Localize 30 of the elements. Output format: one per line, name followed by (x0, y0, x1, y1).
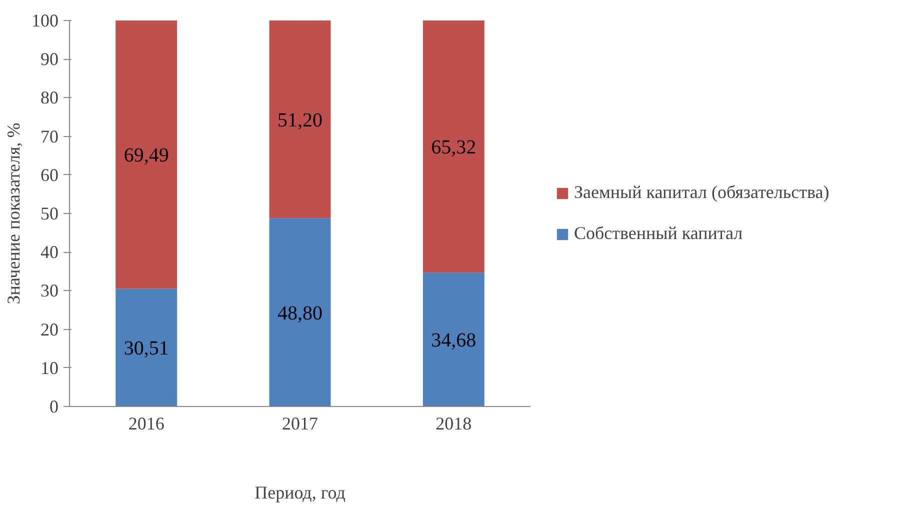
legend-label: Собственный капитал (574, 223, 743, 244)
x-axis-title: Период, год (254, 482, 346, 502)
y-tick-label: 50 (40, 204, 58, 224)
y-tick-label: 0 (50, 396, 58, 416)
x-tick-label: 2017 (282, 414, 318, 434)
bar (269, 20, 331, 218)
y-tick-label: 30 (40, 280, 58, 301)
bar (116, 20, 178, 289)
y-tick-label: 100 (32, 10, 58, 30)
data-label: 69,49 (124, 144, 169, 167)
data-label: 51,20 (278, 109, 322, 132)
bar (422, 272, 484, 406)
y-tick-label: 60 (40, 164, 58, 185)
bar (269, 218, 331, 406)
y-tick-label: 80 (40, 88, 58, 108)
data-label: 65,32 (431, 136, 476, 159)
y-tick-label: 10 (40, 358, 58, 378)
data-label: 34,68 (431, 330, 476, 352)
x-tick-label: 2016 (128, 414, 164, 434)
bar (422, 20, 484, 273)
y-axis-title: Значение показателя, % (4, 122, 24, 304)
data-label: 30,51 (124, 338, 169, 360)
legend-label: Заемный капитал (обязательства) (574, 182, 830, 203)
bar (116, 288, 178, 406)
y-tick-label: 40 (40, 242, 58, 262)
data-label: 48,80 (278, 302, 322, 324)
y-tick-label: 70 (40, 126, 58, 146)
y-tick-label: 90 (40, 49, 58, 70)
y-tick-label: 20 (40, 319, 58, 340)
x-tick-label: 2018 (436, 414, 472, 434)
